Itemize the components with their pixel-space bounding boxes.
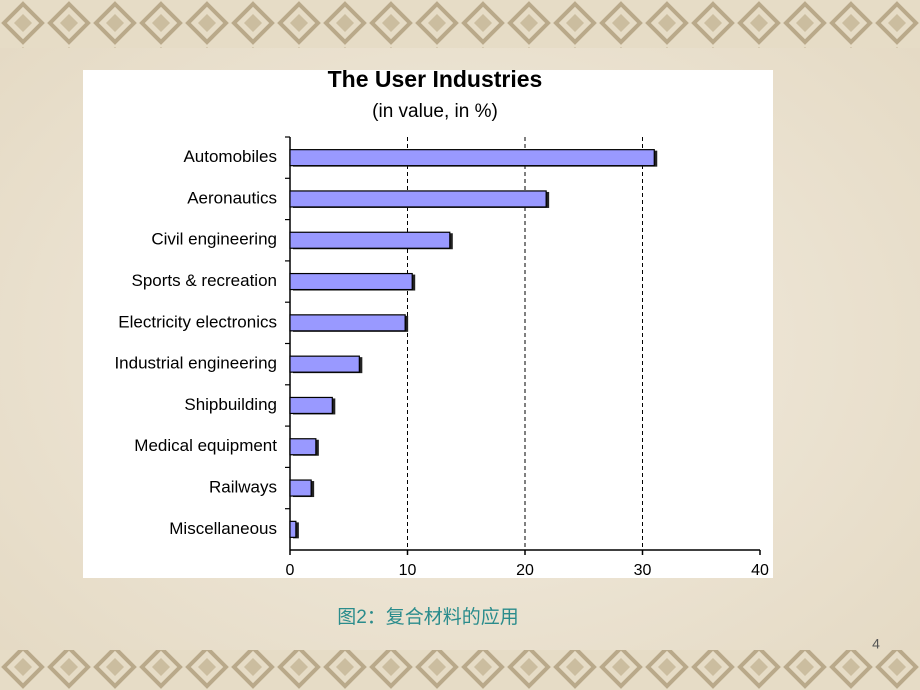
caption: 图2：复合材料的应用 — [337, 606, 519, 628]
y-tick-label: Railways — [209, 478, 277, 497]
page-number: 4 — [872, 636, 880, 652]
x-tick-label: 20 — [516, 562, 534, 579]
bar — [289, 190, 547, 208]
bar — [289, 272, 413, 291]
chart-title: The User Industries — [328, 66, 543, 92]
y-tick-label: Automobiles — [183, 147, 277, 166]
bar — [289, 479, 312, 497]
x-tick-label: 30 — [634, 562, 652, 579]
bar — [289, 149, 655, 167]
bar — [289, 314, 406, 332]
y-tick-label: Shipbuilding — [184, 395, 277, 414]
top-border — [0, 0, 920, 48]
y-tick-label: Sports & recreation — [131, 271, 277, 290]
y-tick-label: Electricity electronics — [118, 312, 277, 331]
y-tick-label: Miscellaneous — [169, 519, 277, 538]
bar — [289, 355, 360, 373]
x-tick-label: 10 — [399, 562, 417, 579]
bar — [289, 520, 297, 538]
bar — [289, 438, 317, 456]
chart: The User Industries (in value, in %) 0 10… — [114, 66, 769, 579]
x-tick-label: 0 — [286, 562, 295, 579]
bar — [289, 231, 451, 249]
chart-subtitle: (in value, in %) — [372, 101, 498, 122]
y-tick-label: Medical equipment — [134, 436, 277, 455]
y-tick-label: Civil engineering — [151, 230, 277, 249]
bar — [289, 396, 333, 415]
bottom-border — [0, 650, 920, 690]
y-tick-label: Aeronautics — [187, 188, 277, 207]
x-tick-label: 40 — [751, 562, 769, 579]
y-tick-label: Industrial engineering — [114, 354, 277, 373]
